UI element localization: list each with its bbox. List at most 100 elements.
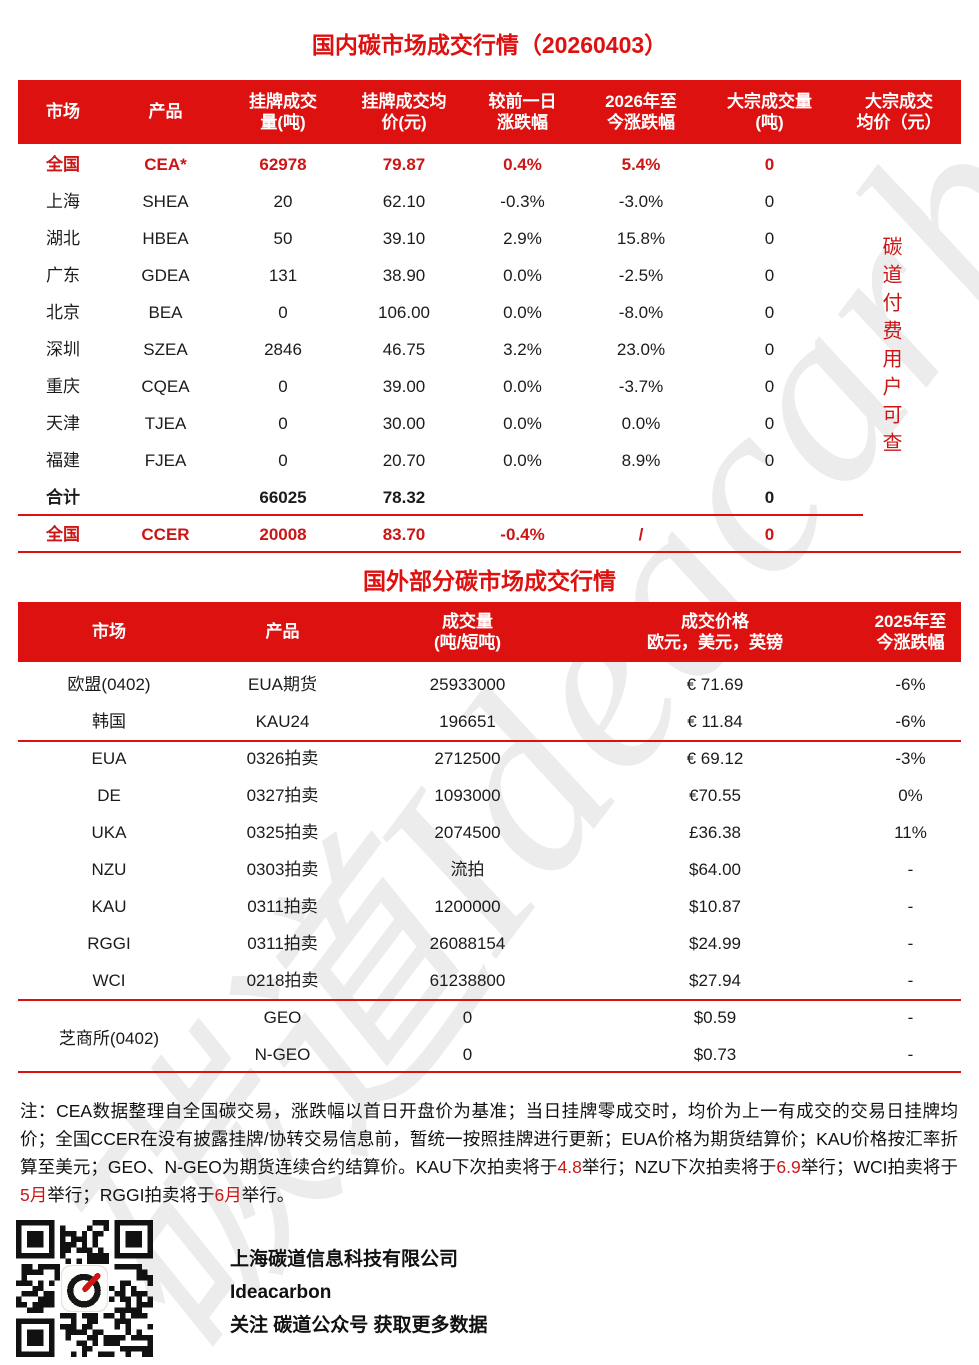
footnote: 注：CEA数据整理自全国碳交易，涨跌幅以首日开盘价为基准；当日挂牌零成交时，均价… xyxy=(20,1097,958,1209)
domestic-table-body: 全国 CEA* 62978 79.87 0.4% 5.4% 0 上海 SHEA 20 62.10 -0… xyxy=(18,146,961,553)
table-cell: 20 xyxy=(273,191,293,211)
table-cell: 62.10 xyxy=(382,191,426,211)
table-cell: -6% xyxy=(895,674,926,694)
table-cell: 0 xyxy=(764,524,775,544)
table-cell: 3.2% xyxy=(503,339,542,359)
table-cell: 0.0% xyxy=(503,302,542,322)
qr-code xyxy=(16,1220,153,1357)
table-cell: -8.0% xyxy=(618,302,664,322)
table-cell: - xyxy=(907,1007,914,1027)
note-text: 举行；NZU下次拍卖将于 xyxy=(581,1157,777,1177)
foreign-table-title: 国外部分碳市场成交行情 xyxy=(363,568,616,594)
table-cell: 广东 xyxy=(46,265,80,285)
table-cell: 20008 xyxy=(259,524,307,544)
table-cell: 0 xyxy=(764,265,775,285)
table-cell: -3.7% xyxy=(618,376,664,396)
table-cell: 20.70 xyxy=(382,450,426,470)
table-cell: 0 xyxy=(278,376,288,396)
table-cell: - xyxy=(907,896,914,916)
table-cell: $27.94 xyxy=(689,970,741,990)
table-cell: $0.73 xyxy=(693,1044,737,1064)
table-cell: CEA* xyxy=(144,154,187,174)
table-cell: KAU xyxy=(91,896,127,916)
table-cell: 市场 xyxy=(92,622,126,642)
table-cell: 福建 xyxy=(46,450,80,470)
table-cell: DE xyxy=(97,785,121,805)
table-cell: -6% xyxy=(895,711,926,731)
table-row: GEO 0 $0.59 - xyxy=(18,999,961,1036)
table-cell: 46.75 xyxy=(382,339,426,359)
table-cell: NZU xyxy=(91,859,127,879)
table-cell: 5.4% xyxy=(621,154,661,174)
table-cell: 欧盟(0402) xyxy=(67,674,151,694)
table-cell: 0326拍卖 xyxy=(246,748,319,768)
table-cell: CQEA xyxy=(141,376,190,396)
table-cell: 0325拍卖 xyxy=(246,822,319,842)
table-cell: € 69.12 xyxy=(686,748,744,768)
table-cell: -3% xyxy=(895,748,926,768)
divider-line xyxy=(18,999,961,1001)
table-cell: 15.8% xyxy=(616,228,666,248)
table-cell: BEA xyxy=(148,302,183,322)
table-cell: 8.9% xyxy=(621,450,661,470)
table-cell: 79.87 xyxy=(382,154,426,174)
table-row: UKA 0325拍卖 2074500 £36.38 11% xyxy=(18,814,961,851)
note-highlight: 4.8 xyxy=(557,1157,582,1177)
table-cell: CCER xyxy=(141,524,190,544)
table-cell: UKA xyxy=(91,822,127,842)
note-text: 举行。 xyxy=(241,1185,295,1205)
table-row: RGGI 0311拍卖 26088154 $24.99 - xyxy=(18,925,961,962)
note-text: 举行；WCI拍卖将于 xyxy=(800,1157,958,1177)
table-row: 市场 产品 挂牌成交 量(吨) 挂牌成交均 价(元) 较前一日 涨跌幅 2026年至 今涨… xyxy=(18,80,961,144)
table-cell: 0303拍卖 xyxy=(246,859,319,879)
table-cell: / xyxy=(638,524,644,544)
table-cell: 39.10 xyxy=(382,228,426,248)
table-cell: 196651 xyxy=(439,711,496,731)
table-cell: 0 xyxy=(764,154,775,174)
table-cell: €70.55 xyxy=(689,785,741,805)
table-cell: - xyxy=(907,1044,914,1064)
table-row: 上海 SHEA 20 62.10 -0.3% -3.0% 0 xyxy=(18,183,961,220)
table-cell: 11% xyxy=(894,822,927,842)
note-text: 注：CEA数据整理自全国碳交易，涨跌幅以首日开盘价为基准；当日挂牌零成交时，均价… xyxy=(20,1101,958,1177)
table-cell: 重庆 xyxy=(46,376,80,396)
table-cell: 78.32 xyxy=(382,487,426,507)
foreign-table-body: 欧盟(0402) EUA期货 25933000 € 71.69 -6% 韩国 KAU24 19… xyxy=(18,666,961,1073)
footer-info: 上海碳道信息科技有限公司 Ideacarbon 关注 碳道公众号 获取更多数据 xyxy=(230,1243,488,1342)
table-cell: 0 xyxy=(278,413,288,433)
table-cell: HBEA xyxy=(142,228,189,248)
brand-name: Ideacarbon xyxy=(230,1282,332,1303)
table-cell: 30.00 xyxy=(382,413,426,433)
table-row: 市场 产品 成交量 (吨/短吨) 成交价格 欧元，美元，英镑 2025年至 今涨跌幅 xyxy=(18,602,961,662)
table-cell: FJEA xyxy=(144,450,187,470)
table-cell: 0 xyxy=(764,487,775,507)
note-highlight: 6月 xyxy=(214,1185,242,1205)
table-cell: TJEA xyxy=(144,413,187,433)
table-row: 欧盟(0402) EUA期货 25933000 € 71.69 -6% xyxy=(18,666,961,703)
divider-line xyxy=(18,514,863,516)
table-cell: 2846 xyxy=(264,339,302,359)
table-cell: 0.0% xyxy=(621,413,661,433)
table-cell: 0.0% xyxy=(503,413,542,433)
table-row: KAU 0311拍卖 1200000 $10.87 - xyxy=(18,888,961,925)
table-cell: 0311拍卖 xyxy=(247,896,318,916)
table-cell: 25933000 xyxy=(429,674,506,694)
table-cell: 0.0% xyxy=(503,450,542,470)
table-row: EUA 0326拍卖 2712500 € 69.12 -3% xyxy=(18,740,961,777)
table-cell: 0327拍卖 xyxy=(246,785,319,805)
table-cell: 2026年至 今涨跌幅 xyxy=(605,91,677,132)
table-cell: 106.00 xyxy=(378,302,430,322)
table-cell: $0.59 xyxy=(693,1007,737,1027)
table-row: DE 0327拍卖 1093000 €70.55 0% xyxy=(18,777,961,814)
table-row: 合计 66025 78.32 0 xyxy=(18,479,961,516)
table-cell: -2.5% xyxy=(618,265,664,285)
table-cell: 0 xyxy=(764,450,775,470)
table-row: 韩国 KAU24 196651 € 11.84 -6% xyxy=(18,703,961,740)
table-cell: 0218拍卖 xyxy=(246,970,319,990)
table-cell: 0 xyxy=(764,302,775,322)
table-cell: 成交价格 欧元，美元，英镑 xyxy=(647,611,783,652)
paid-users-note: 碳道付费用户可查 xyxy=(879,236,901,460)
table-row: N-GEO 0 $0.73 - xyxy=(18,1036,961,1073)
table-row: 全国 CCER 20008 83.70 -0.4% / 0 xyxy=(18,516,961,553)
